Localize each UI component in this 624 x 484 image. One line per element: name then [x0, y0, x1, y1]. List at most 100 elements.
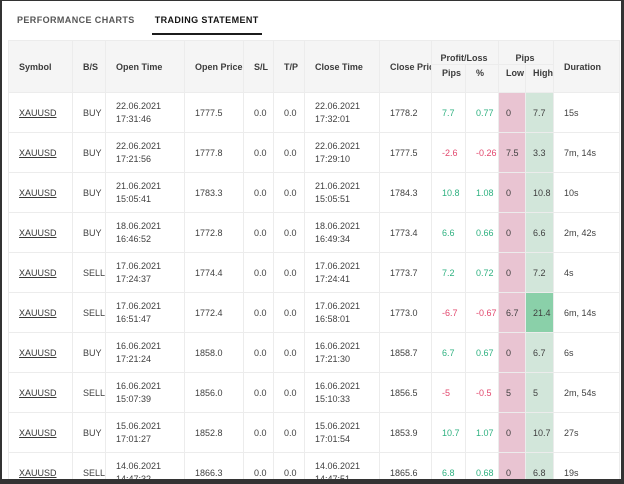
pl-pips-cell: 7.7 — [431, 92, 466, 133]
tp-cell: 0.0 — [273, 132, 305, 173]
col-header-open-price: Open Price — [184, 40, 244, 93]
close-price-cell: 1856.5 — [379, 372, 432, 413]
trades-table: Symbol B/S Open Time Open Price S/L T/P … — [8, 40, 621, 479]
symbol-link[interactable]: XAUUSD — [19, 347, 57, 358]
table-header: Symbol B/S Open Time Open Price S/L T/P … — [8, 40, 621, 93]
symbol-link[interactable]: XAUUSD — [19, 387, 57, 398]
symbol-link[interactable]: XAUUSD — [19, 107, 57, 118]
col-header-pl-pct: % — [464, 64, 500, 93]
duration-cell: 27s — [553, 412, 621, 453]
table-row: XAUUSD BUY 21.06.2021 15:05:41 1783.3 0.0… — [8, 172, 621, 213]
symbol-link[interactable]: XAUUSD — [19, 467, 57, 478]
symbol-link[interactable]: XAUUSD — [19, 187, 57, 198]
close-time-cell: 15.06.2021 17:01:54 — [304, 412, 380, 453]
pl-pct-cell: 0.68 — [464, 452, 500, 479]
table-row: XAUUSD BUY 15.06.2021 17:01:27 1852.8 0.0… — [8, 412, 621, 453]
pl-pips-cell: 10.8 — [431, 172, 466, 213]
tab-bar: PERFORMANCE CHARTS TRADING STATEMENT — [2, 1, 621, 40]
col-header-close-price: Close Price — [379, 40, 432, 93]
pips-low-cell: 0 — [498, 252, 527, 293]
tp-cell: 0.0 — [273, 92, 305, 133]
pips-low-cell: 0 — [498, 172, 527, 213]
close-price-cell: 1865.6 — [379, 452, 432, 479]
close-time-cell: 16.06.2021 15:10:33 — [304, 372, 380, 413]
close-time-cell: 14.06.2021 14:47:51 — [304, 452, 380, 479]
pl-pct-cell: 1.08 — [464, 172, 500, 213]
open-time-cell: 15.06.2021 17:01:27 — [105, 412, 185, 453]
duration-cell: 2m, 54s — [553, 372, 621, 413]
tp-cell: 0.0 — [273, 452, 305, 479]
table-row: XAUUSD BUY 16.06.2021 17:21:24 1858.0 0.0… — [8, 332, 621, 373]
symbol-link[interactable]: XAUUSD — [19, 427, 57, 438]
pips-low-cell: 0 — [498, 412, 527, 453]
close-price-cell: 1773.7 — [379, 252, 432, 293]
close-time-cell: 22.06.2021 17:29:10 — [304, 132, 380, 173]
pips-high-cell: 3.3 — [525, 132, 555, 173]
open-price-cell: 1777.5 — [184, 92, 244, 133]
pl-pips-cell: 10.7 — [431, 412, 466, 453]
pips-high-cell: 10.7 — [525, 412, 555, 453]
pl-pct-cell: 1.07 — [464, 412, 500, 453]
sl-cell: 0.0 — [243, 412, 274, 453]
tab-trading-statement[interactable]: TRADING STATEMENT — [151, 1, 262, 35]
close-price-cell: 1784.3 — [379, 172, 432, 213]
pips-low-cell: 6.7 — [498, 292, 527, 333]
pips-low-cell: 0 — [498, 452, 527, 479]
tp-cell: 0.0 — [273, 212, 305, 253]
open-time-cell: 14.06.2021 14:47:32 — [105, 452, 185, 479]
symbol-link[interactable]: XAUUSD — [19, 307, 57, 318]
open-time-cell: 22.06.2021 17:31:46 — [105, 92, 185, 133]
col-header-symbol: Symbol — [8, 40, 73, 93]
bs-cell: BUY — [72, 172, 106, 213]
pips-high-cell: 5 — [525, 372, 555, 413]
pips-low-cell: 5 — [498, 372, 527, 413]
tp-cell: 0.0 — [273, 372, 305, 413]
tp-cell: 0.0 — [273, 332, 305, 373]
duration-cell: 6m, 14s — [553, 292, 621, 333]
pips-high-cell: 21.4 — [525, 292, 555, 333]
pips-high-cell: 10.8 — [525, 172, 555, 213]
col-header-bs: B/S — [72, 40, 106, 93]
close-price-cell: 1853.9 — [379, 412, 432, 453]
duration-cell: 10s — [553, 172, 621, 213]
col-header-low: Low — [498, 64, 527, 93]
col-header-sl: S/L — [243, 40, 274, 93]
col-header-pl-pips: Pips — [431, 64, 466, 93]
symbol-link[interactable]: XAUUSD — [19, 147, 57, 158]
sl-cell: 0.0 — [243, 172, 274, 213]
col-header-high: High — [525, 64, 555, 93]
symbol-link[interactable]: XAUUSD — [19, 227, 57, 238]
open-time-cell: 22.06.2021 17:21:56 — [105, 132, 185, 173]
open-price-cell: 1858.0 — [184, 332, 244, 373]
pl-pct-cell: -0.5 — [464, 372, 500, 413]
open-time-cell: 18.06.2021 16:46:52 — [105, 212, 185, 253]
close-price-cell: 1858.7 — [379, 332, 432, 373]
pl-pct-cell: -0.67 — [464, 292, 500, 333]
symbol-cell: XAUUSD — [8, 172, 73, 213]
pl-pct-cell: 0.66 — [464, 212, 500, 253]
open-price-cell: 1774.4 — [184, 252, 244, 293]
pl-pct-cell: 0.72 — [464, 252, 500, 293]
table-row: XAUUSD SELL 17.06.2021 16:51:47 1772.4 0.… — [8, 292, 621, 333]
pips-low-cell: 0 — [498, 332, 527, 373]
bs-cell: BUY — [72, 332, 106, 373]
col-header-duration: Duration — [553, 40, 621, 93]
col-group-profit-loss: Profit/Loss — [430, 40, 500, 65]
close-time-cell: 16.06.2021 17:21:30 — [304, 332, 380, 373]
sl-cell: 0.0 — [243, 212, 274, 253]
duration-cell: 7m, 14s — [553, 132, 621, 173]
tab-performance-charts[interactable]: PERFORMANCE CHARTS — [17, 15, 135, 25]
open-time-cell: 17.06.2021 17:24:37 — [105, 252, 185, 293]
sl-cell: 0.0 — [243, 92, 274, 133]
symbol-link[interactable]: XAUUSD — [19, 267, 57, 278]
open-price-cell: 1772.4 — [184, 292, 244, 333]
close-time-cell: 17.06.2021 17:24:41 — [304, 252, 380, 293]
symbol-cell: XAUUSD — [8, 452, 73, 479]
pl-pips-cell: 6.8 — [431, 452, 466, 479]
tp-cell: 0.0 — [273, 252, 305, 293]
sl-cell: 0.0 — [243, 452, 274, 479]
pips-high-cell: 6.7 — [525, 332, 555, 373]
table-row: XAUUSD BUY 22.06.2021 17:31:46 1777.5 0.0… — [8, 92, 621, 133]
pips-low-cell: 0 — [498, 212, 527, 253]
